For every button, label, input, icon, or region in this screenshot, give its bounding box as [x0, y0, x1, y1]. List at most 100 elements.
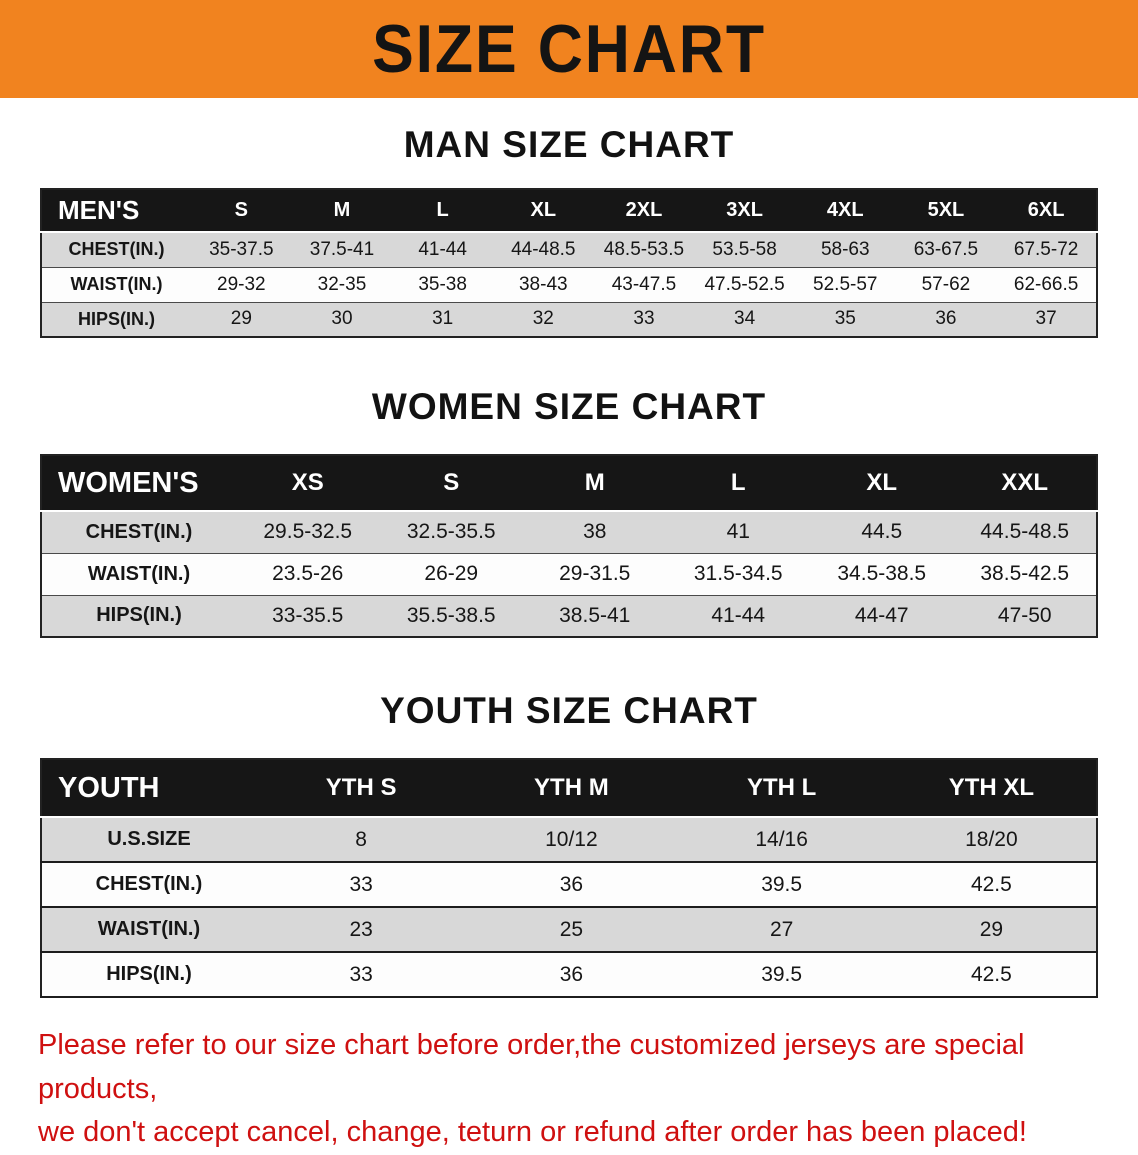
column-header: M — [333, 199, 351, 221]
table-row: HIPS(IN.) 29 30 31 32 33 34 35 36 37 — [41, 302, 1097, 337]
cell: 33 — [349, 962, 373, 986]
cell: 30 — [331, 308, 353, 330]
cell: 41-44 — [418, 238, 467, 260]
table-row: WAIST(IN.) 23 25 27 29 — [41, 907, 1097, 952]
column-header: 4XL — [826, 199, 864, 221]
size-chart-main: MAN SIZE CHART MEN'S S M L XL 2XL 3XL 4XL 5XL 6XL… — [0, 124, 1138, 998]
column-header: 2XL — [625, 199, 663, 221]
cell: 36 — [935, 308, 957, 330]
cell: 58-63 — [820, 238, 870, 260]
women-size-table-holder: WOMEN'S XS S M L XL XXL CHEST(IN.) 29.5-32.5 32.5… — [0, 454, 1138, 638]
cell: 8 — [355, 827, 367, 851]
youth-section-title: YOUTH SIZE CHART — [380, 690, 758, 731]
notice-line-2: we don't accept cancel, change, teturn o… — [38, 1116, 1027, 1148]
table-row: U.S.SIZE 8 10/12 14/16 18/20 — [41, 817, 1097, 862]
table-title-cell: MEN'S — [58, 195, 140, 225]
table-row: CHEST(IN.) 33 36 39.5 42.5 — [41, 862, 1097, 907]
table-row: HIPS(IN.) 33 36 39.5 42.5 — [41, 952, 1097, 997]
cell: 33 — [349, 872, 373, 896]
cell: 35-38 — [418, 273, 467, 295]
table-row: HIPS(IN.) 33-35.5 35.5-38.5 38.5-41 41-44 44-… — [41, 595, 1097, 637]
cell: 57-62 — [921, 273, 971, 295]
column-header: 5XL — [927, 199, 965, 221]
column-header: YTH M — [534, 774, 609, 801]
table-row: CHEST(IN.) 29.5-32.5 32.5-35.5 38 41 44.5 44.5… — [41, 511, 1097, 553]
footer-notice: Please refer to our size chart before or… — [38, 1024, 1100, 1155]
youth-size-table-holder: YOUTH YTH S YTH M YTH L YTH XL U.S.SIZE 8 10/12… — [0, 758, 1138, 998]
cell: 67.5-72 — [1013, 238, 1079, 260]
cell: 35 — [834, 308, 856, 330]
row-label: CHEST(IN.) — [85, 520, 193, 543]
row-label: CHEST(IN.) — [68, 239, 165, 260]
women-size-chart-section: WOMEN SIZE CHART WOMEN'S XS S M L XL XXL CHEST(… — [0, 386, 1138, 638]
cell: 63-67.5 — [913, 238, 979, 260]
cell: 38 — [583, 520, 607, 544]
page-title: SIZE CHART — [372, 11, 766, 87]
table-header-row: YOUTH YTH S YTH M YTH L YTH XL — [41, 759, 1097, 817]
cell: 39.5 — [761, 872, 803, 896]
cell: 47-50 — [997, 603, 1052, 627]
cell: 43-47.5 — [611, 273, 677, 295]
column-header: YTH XL — [948, 774, 1035, 801]
cell: 38.5-41 — [559, 603, 631, 627]
cell: 52.5-57 — [813, 273, 878, 295]
cell: 32.5-35.5 — [406, 520, 496, 544]
cell: 35.5-38.5 — [406, 603, 496, 627]
size-table: YOUTH YTH S YTH M YTH L YTH XL U.S.SIZE 8 10/12… — [40, 758, 1098, 998]
cell: 18/20 — [965, 827, 1018, 851]
cell: 44-48.5 — [511, 238, 576, 260]
cell: 44.5 — [861, 520, 903, 544]
men-section-title: MAN SIZE CHART — [403, 124, 735, 165]
cell: 34 — [734, 308, 756, 330]
cell: 25 — [559, 917, 584, 941]
cell: 32 — [532, 308, 554, 330]
table-row: WAIST(IN.) 29-32 32-35 35-38 38-43 43-47.5 47.… — [41, 267, 1097, 302]
youth-size-chart-section: YOUTH SIZE CHART YOUTH YTH S YTH M YTH L YTH… — [0, 690, 1138, 998]
cell: 27 — [769, 917, 794, 941]
cell: 37 — [1035, 308, 1057, 330]
cell: 44.5-48.5 — [980, 520, 1070, 544]
row-label: HIPS(IN.) — [96, 604, 182, 627]
row-label: HIPS(IN.) — [106, 963, 192, 985]
column-header: XXL — [1001, 469, 1049, 496]
column-header: S — [443, 469, 460, 496]
row-label: WAIST(IN.) — [70, 274, 163, 294]
men-size-table-holder: MEN'S S M L XL 2XL 3XL 4XL 5XL 6XL CHEST(IN.) 35-37… — [0, 188, 1138, 338]
cell: 41-44 — [711, 603, 766, 627]
notice-line-1: Please refer to our size chart before or… — [38, 1029, 1025, 1105]
cell: 29-32 — [217, 273, 266, 295]
cell: 62-66.5 — [1013, 273, 1079, 295]
column-header: XL — [530, 199, 557, 221]
column-header: M — [584, 469, 605, 496]
cell: 29 — [979, 917, 1004, 941]
table-title-cell: WOMEN'S — [58, 466, 199, 499]
row-label: U.S.SIZE — [107, 828, 191, 850]
women-section-title: WOMEN SIZE CHART — [371, 386, 767, 427]
cell: 29-31.5 — [559, 562, 631, 585]
column-header: XL — [866, 469, 898, 496]
table-row: CHEST(IN.) 35-37.5 37.5-41 41-44 44-48.5 48.5… — [41, 232, 1097, 267]
cell: 38-43 — [518, 273, 568, 295]
table-header-row: MEN'S S M L XL 2XL 3XL 4XL 5XL 6XL — [41, 189, 1097, 232]
column-header: L — [730, 469, 746, 496]
cell: 42.5 — [970, 962, 1012, 986]
size-table: WOMEN'S XS S M L XL XXL CHEST(IN.) 29.5-32.5 32.5… — [40, 454, 1098, 638]
cell: 47.5-52.5 — [704, 273, 785, 295]
cell: 31 — [432, 308, 454, 330]
cell: 44-47 — [854, 603, 909, 627]
table-title-cell: YOUTH — [58, 771, 160, 804]
column-header: 6XL — [1027, 199, 1065, 221]
cell: 35-37.5 — [209, 238, 274, 260]
row-label: WAIST(IN.) — [97, 918, 201, 940]
row-label: HIPS(IN.) — [77, 308, 155, 329]
cell: 14/16 — [755, 827, 808, 851]
men-size-chart-section: MAN SIZE CHART MEN'S S M L XL 2XL 3XL 4XL 5XL 6XL… — [0, 124, 1138, 338]
cell: 33-35.5 — [272, 603, 344, 627]
cell: 53.5-58 — [712, 238, 777, 260]
cell: 42.5 — [970, 872, 1012, 896]
table-header-row: WOMEN'S XS S M L XL XXL — [41, 455, 1097, 511]
cell: 10/12 — [545, 827, 598, 851]
cell: 31.5-34.5 — [693, 562, 783, 585]
cell: 34.5-38.5 — [837, 562, 927, 585]
cell: 29.5-32.5 — [263, 520, 353, 544]
